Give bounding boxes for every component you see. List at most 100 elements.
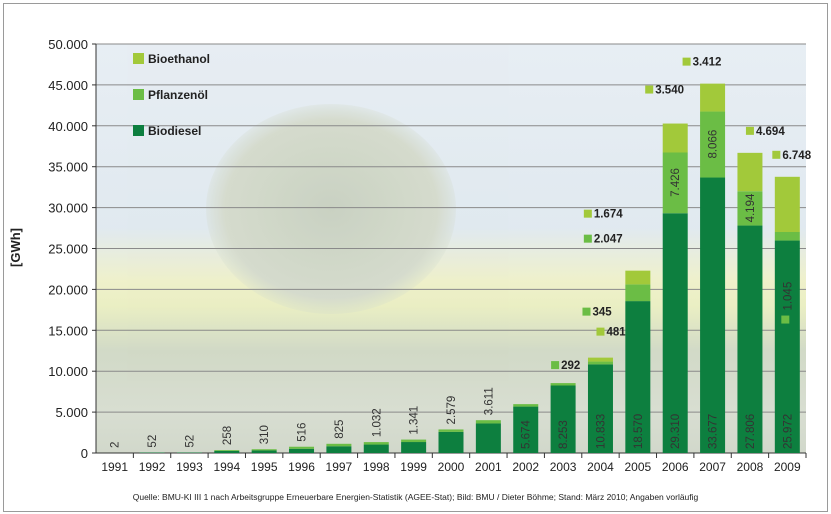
label-marker [583, 234, 592, 243]
y-tick-label: 15.000 [48, 323, 88, 338]
bar-pflanzenoel [662, 152, 688, 214]
bar-bioethanol [774, 176, 800, 233]
data-label-biodiesel: 2 [110, 442, 122, 448]
x-tick-label: 2008 [737, 460, 764, 474]
bar-pflanzenoel [625, 284, 651, 302]
data-label-bioethanol: 3.412 [693, 57, 722, 69]
x-tick-label: 2002 [512, 460, 539, 474]
y-tick-label: 30.000 [48, 201, 88, 216]
x-tick-label: 1995 [251, 460, 278, 474]
bar-biodiesel [326, 446, 352, 453]
data-label-bioethanol: 481 [606, 327, 626, 339]
x-tick-label: 1994 [213, 460, 240, 474]
bar-biodiesel [214, 450, 240, 453]
x-tick-label: 2000 [438, 460, 465, 474]
data-label-biodiesel: 2.579 [446, 396, 458, 425]
data-label-pflanzenoel: 8.066 [708, 130, 720, 159]
bar-biodiesel [700, 177, 726, 453]
bar-biodiesel [475, 423, 501, 453]
label-marker [745, 126, 754, 135]
bar-biodiesel [774, 240, 800, 453]
data-label-pflanzenoel: 292 [561, 360, 580, 372]
x-tick-label: 2007 [699, 460, 726, 474]
data-label-pflanzenoel: 4.194 [745, 193, 757, 222]
bar-bioethanol [625, 270, 651, 285]
legend-label: Pflanzenöl [148, 88, 208, 102]
bar-biodiesel [289, 448, 315, 453]
y-tick-label: 50.000 [48, 37, 88, 52]
bar-pflanzenoel [438, 429, 464, 432]
legend-label: Biodiesel [148, 124, 201, 138]
y-tick-label: 10.000 [48, 364, 88, 379]
legend-swatch [133, 53, 144, 64]
data-label-biodiesel: 310 [259, 425, 271, 444]
bar-biodiesel [401, 442, 427, 453]
data-label-bioethanol: 1.674 [594, 209, 623, 221]
data-label-bioethanol: 3.540 [655, 85, 684, 97]
data-label-biodiesel: 5.674 [521, 420, 533, 449]
data-label-pflanzenoel: 345 [592, 307, 612, 319]
bar-pflanzenoel [700, 111, 726, 178]
data-label-biodiesel: 825 [334, 420, 346, 439]
bar-biodiesel [587, 364, 613, 453]
label-marker [682, 57, 691, 66]
label-marker [551, 361, 560, 370]
bar-biodiesel [363, 444, 389, 453]
data-label-biodiesel: 27.806 [745, 414, 757, 449]
x-tick-label: 1991 [101, 460, 128, 474]
bar-pflanzenoel [774, 232, 800, 241]
bar-bioethanol [737, 152, 763, 192]
source-footer: Quelle: BMU-KI III 1 nach Arbeitsgruppe … [132, 492, 699, 502]
bar-biodiesel [438, 431, 464, 453]
x-tick-label: 1996 [288, 460, 315, 474]
tree-silhouette [206, 104, 456, 314]
x-tick-label: 2001 [475, 460, 502, 474]
x-tick-label: 1992 [139, 460, 166, 474]
bar-pflanzenoel [214, 450, 240, 451]
x-tick-label: 2006 [662, 460, 689, 474]
bar-biodiesel [625, 301, 651, 453]
data-label-biodiesel: 1.341 [409, 406, 421, 435]
x-tick-label: 2003 [550, 460, 577, 474]
data-label-pflanzenoel: 1.045 [782, 282, 794, 311]
bar-pflanzenoel [513, 404, 539, 407]
legend-label: Bioethanol [148, 52, 210, 66]
bar-pflanzenoel [289, 446, 315, 449]
x-tick-label: 1999 [400, 460, 427, 474]
bar-pflanzenoel [363, 442, 389, 445]
y-tick-label: 35.000 [48, 160, 88, 175]
y-tick-label: 0 [81, 446, 88, 461]
label-marker [582, 307, 591, 316]
legend-swatch [133, 89, 144, 100]
data-label-pflanzenoel: 2.047 [594, 234, 623, 246]
bar-pflanzenoel [401, 439, 427, 443]
bar-pflanzenoel [550, 383, 576, 386]
x-tick-label: 1998 [363, 460, 390, 474]
bar-biodiesel [513, 406, 539, 453]
bar-biodiesel [662, 213, 688, 453]
data-label-biodiesel: 258 [222, 426, 234, 445]
bar-pflanzenoel [251, 449, 277, 451]
data-label-pflanzenoel: 7.426 [670, 168, 682, 197]
y-tick-label: 20.000 [48, 282, 88, 297]
bar-bioethanol [662, 123, 688, 153]
data-label-biodiesel: 52 [184, 435, 196, 448]
data-label-biodiesel: 25.972 [782, 414, 794, 449]
x-tick-label: 1997 [326, 460, 353, 474]
data-label-bioethanol: 6.748 [782, 150, 811, 162]
chart-frame [3, 3, 828, 512]
bar-bioethanol [587, 357, 613, 362]
y-tick-label: 40.000 [48, 119, 88, 134]
x-tick-label: 2004 [587, 460, 614, 474]
y-tick-label: 5.000 [55, 405, 88, 420]
data-label-biodiesel: 52 [147, 435, 159, 448]
label-marker [583, 209, 592, 218]
data-label-biodiesel: 8.253 [558, 420, 570, 449]
bar-biodiesel [550, 385, 576, 453]
data-label-biodiesel: 33.677 [708, 414, 720, 449]
x-tick-label: 1993 [176, 460, 203, 474]
x-tick-label: 2005 [624, 460, 651, 474]
label-marker [596, 327, 605, 336]
bar-pflanzenoel [737, 191, 763, 226]
data-label-biodiesel: 3.611 [483, 387, 495, 415]
